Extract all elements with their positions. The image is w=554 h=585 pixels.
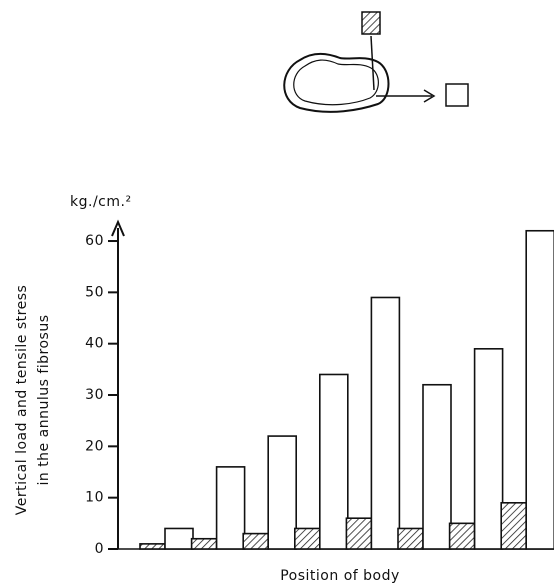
y-label: Vertical load and tensile stress	[14, 285, 30, 516]
chart: kg./cm.² Vertical load and tensile stres…	[0, 0, 554, 585]
y-tick-label: 20	[85, 438, 104, 454]
bar	[268, 436, 296, 549]
x-label: Position of body	[280, 568, 400, 584]
y-tick-label: 30	[85, 387, 104, 403]
y-tick-label: 0	[95, 541, 104, 557]
y-tick-label: 60	[85, 233, 104, 249]
bar	[346, 518, 371, 549]
bar	[526, 231, 554, 549]
bar	[320, 374, 348, 549]
bar	[423, 385, 451, 549]
bar	[501, 503, 526, 549]
bar	[217, 467, 245, 549]
y-unit: kg./cm.²	[70, 194, 132, 210]
disc-diagram	[284, 12, 468, 112]
y-tick-label: 50	[85, 284, 104, 300]
bar	[475, 349, 503, 549]
y-label: in the annulus fibrosus	[36, 314, 52, 485]
bar	[243, 534, 268, 549]
bar	[165, 528, 193, 549]
bar	[140, 544, 165, 549]
bar	[371, 297, 399, 549]
bar	[398, 528, 423, 549]
bar	[450, 523, 475, 549]
bar	[192, 539, 217, 549]
y-tick-label: 10	[85, 490, 104, 506]
y-tick-label: 40	[85, 336, 104, 352]
bar	[295, 528, 320, 549]
page: {"chart_data": {"type": "bar", "y_unit":…	[0, 0, 554, 585]
